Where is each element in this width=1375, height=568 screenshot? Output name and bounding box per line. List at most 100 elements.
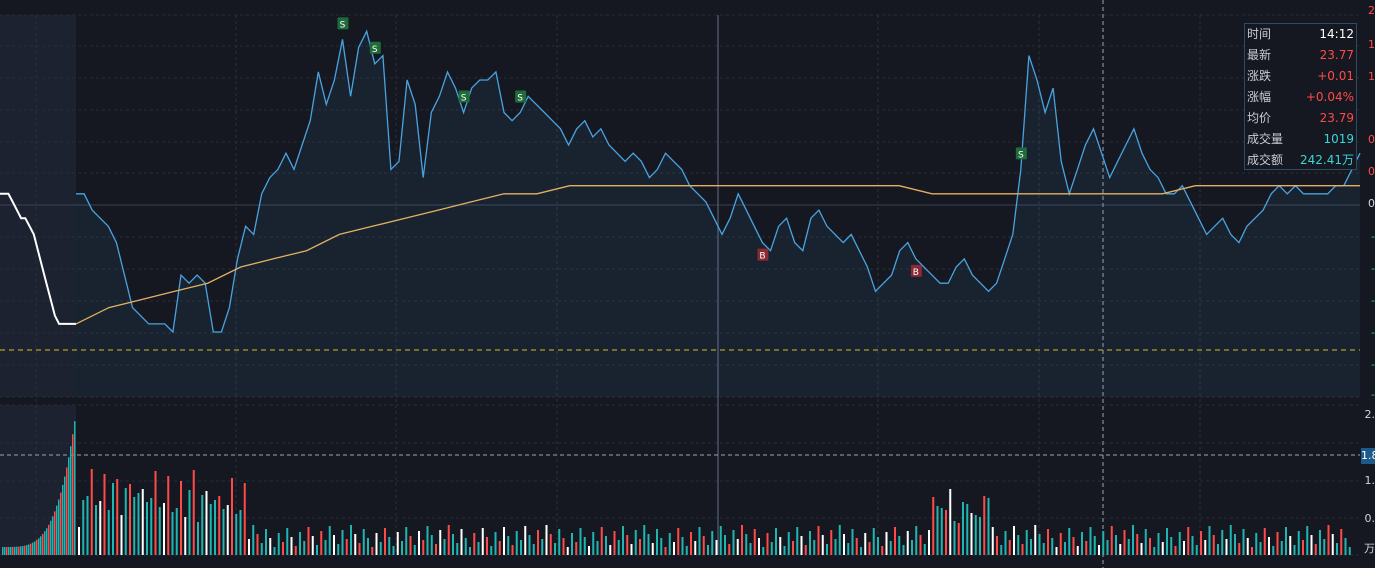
premarket-vol-bar [50, 520, 52, 555]
vol-bar [460, 529, 463, 555]
vol-bar [745, 534, 748, 555]
vol-bar [766, 533, 769, 555]
premarket-vol-bar [20, 546, 22, 555]
vol-bar [137, 493, 140, 555]
vol-bar [1314, 544, 1317, 555]
vol-bar [443, 539, 446, 555]
vol-bar [936, 506, 939, 555]
vol-bar [770, 542, 773, 555]
amt-value: 242.41万 [1300, 153, 1354, 167]
vol-bar [379, 542, 382, 555]
avg-label: 均价 [1247, 111, 1272, 125]
premarket-vol-bar [6, 546, 8, 555]
vol-bar [1110, 526, 1113, 555]
vol-bar [1178, 532, 1181, 555]
vol-bar [630, 544, 633, 555]
vol-bar [639, 539, 641, 555]
vol-bar [970, 513, 973, 555]
vol-bar [214, 500, 216, 555]
vol-bar [1323, 539, 1326, 555]
last-label: 最新 [1247, 48, 1272, 62]
premarket-vol-bar [10, 546, 12, 555]
vol-bar [1208, 526, 1211, 555]
vol-bar [1055, 547, 1058, 555]
vol-bar [894, 527, 896, 555]
vol-bar [1017, 535, 1020, 555]
vol-bar [1183, 541, 1185, 555]
vol-bar [707, 545, 709, 555]
vol-bar [1187, 527, 1190, 555]
vol-bar [133, 497, 136, 555]
premarket-vol-bar [42, 533, 44, 555]
premarket-vol-bar [22, 546, 24, 555]
vol-bar [1076, 546, 1079, 555]
vol-bar [1025, 530, 1028, 555]
vol-bar [826, 544, 828, 555]
vol-bar [78, 527, 80, 555]
vol-bar [1119, 544, 1122, 555]
vol-bar [702, 536, 705, 555]
vol-bar [1297, 531, 1300, 555]
vol-bar [889, 541, 892, 555]
vol-bar [1170, 537, 1173, 555]
vol-bar [1255, 533, 1258, 555]
vol-bar [1051, 538, 1054, 555]
vol-bar [898, 536, 901, 555]
vol-bar [800, 536, 803, 555]
vol-bar [838, 525, 841, 555]
vol-label: 成交量 [1247, 132, 1284, 146]
vol-bar [796, 527, 799, 555]
vol-bar [694, 541, 697, 555]
vol-bar [456, 543, 459, 555]
vol-bar [651, 543, 654, 555]
price-tick-2: 1 [1368, 38, 1375, 51]
vol-bar [1157, 533, 1160, 555]
premarket-vol-bar [72, 434, 74, 555]
vol-bar [273, 547, 276, 555]
vol-bar [299, 532, 301, 555]
vol-bar [758, 538, 760, 555]
vol-bar [545, 525, 548, 555]
vol-bar [1072, 537, 1075, 555]
premarket-vol-bar [64, 476, 66, 555]
vol-bar [401, 541, 403, 555]
premarket-vol-bar [14, 546, 16, 555]
vol-bar [430, 535, 433, 555]
premarket-vol-bar [26, 545, 28, 555]
vol-bar [341, 530, 344, 555]
vol-unit: 万 [1364, 542, 1375, 555]
vol-bar [209, 504, 212, 555]
price-area-fill [76, 31, 1360, 398]
sell-marker-bg [337, 17, 349, 30]
vol-bar [197, 522, 199, 555]
vol-bar [99, 501, 102, 555]
premarket-vol-bar [56, 505, 58, 555]
premarket-shade [0, 15, 76, 397]
vol-bar [473, 533, 476, 555]
premarket-vol-bar [32, 542, 34, 555]
vol-bar [477, 542, 480, 555]
vol-bar [345, 539, 348, 555]
premarket-vol-bar [62, 484, 64, 555]
vol-bar [324, 540, 327, 555]
vol-bar [1140, 543, 1143, 555]
vol-bar [566, 547, 569, 555]
vol-bar [1348, 547, 1351, 555]
vol-bar [779, 537, 782, 555]
last-value: 23.77 [1319, 48, 1354, 62]
buy-marker: B [759, 252, 765, 262]
vol-bar [146, 502, 148, 555]
vol-bar [1013, 526, 1015, 555]
vol-bar [1195, 545, 1198, 555]
vol-bar [1221, 530, 1224, 555]
vol-bar [205, 491, 208, 555]
vol-bar [690, 532, 692, 555]
vol-bar [932, 497, 935, 555]
vol-bar [732, 530, 735, 555]
vol-bar [775, 528, 777, 555]
vol-bar [1319, 530, 1321, 555]
vol-bar [201, 495, 204, 555]
vol-bar [86, 496, 89, 555]
vol-bar [634, 530, 637, 555]
